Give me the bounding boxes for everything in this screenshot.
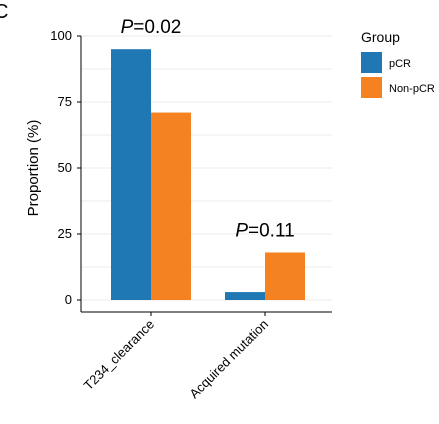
bar-non-pcr-0 — [151, 112, 191, 300]
bar-pcr-1 — [225, 292, 265, 300]
legend: Group pCR Non-pCR — [361, 29, 435, 98]
p-value: =0.02 — [133, 17, 181, 38]
legend-key-pcr — [361, 52, 382, 73]
x-tick-label: Acquired mutation — [186, 317, 271, 402]
y-tick-label: 0 — [65, 292, 72, 307]
x-ticks-group: T234_clearance Acquired mutation — [81, 312, 271, 402]
bar-non-pcr-1 — [265, 252, 305, 300]
legend-label: Non-pCR — [389, 83, 435, 95]
legend-title: Group — [361, 29, 400, 45]
y-tick-label: 25 — [58, 226, 72, 241]
legend-key-non-pcr — [361, 77, 382, 98]
x-tick-label: T234_clearance — [81, 317, 158, 394]
bars-group — [111, 49, 305, 301]
y-tick-label: 75 — [58, 94, 72, 109]
y-ticks-group: 0 25 50 75 100 — [50, 28, 81, 307]
legend-label: pCR — [389, 58, 411, 70]
p-value: =0.11 — [248, 220, 295, 241]
y-tick-label: 50 — [58, 160, 72, 175]
annotations-group: P=0.02P=0.11 — [121, 17, 295, 241]
p-symbol: P — [235, 220, 248, 241]
p-value-annotation: P=0.02 — [121, 17, 182, 38]
axes-group — [80, 36, 332, 313]
y-axis-title: Proportion (%) — [25, 120, 42, 217]
bar-pcr-0 — [111, 49, 151, 301]
p-symbol: P — [121, 17, 134, 38]
y-tick-label: 100 — [50, 28, 72, 43]
p-value-annotation: P=0.11 — [235, 220, 294, 241]
panel-label: C — [0, 1, 8, 23]
